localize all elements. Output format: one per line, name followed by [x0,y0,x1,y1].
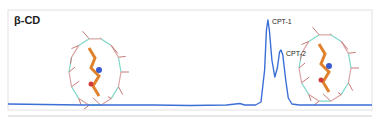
bond [299,68,302,83]
bond [309,95,311,101]
bond [341,41,348,49]
bond [72,81,80,87]
bond [72,45,79,48]
bond [331,35,341,42]
chart: β-CD CPT-1 CPT-2 [0,0,378,138]
atom [326,63,332,69]
bond [79,39,89,46]
bond [118,57,121,72]
chromatogram-line [8,20,372,106]
bond [341,41,348,53]
bond [348,53,351,68]
bond [111,87,118,99]
bond [79,99,89,106]
bond [101,99,111,106]
bond [302,77,310,83]
bond [111,45,118,57]
plot-area [8,20,372,106]
bond [351,68,359,69]
bond [89,38,101,39]
bond [83,31,90,39]
root: β-CD CPT-1 CPT-2 [0,0,378,138]
molecule-sketch [299,27,359,105]
bond [72,87,79,99]
bond [302,83,309,95]
bond [93,98,101,105]
bond [70,57,71,64]
bond [331,95,341,102]
bond [299,63,305,68]
bond [84,105,89,109]
bond [100,38,101,39]
atom [89,82,94,87]
bond [309,35,319,42]
bond [313,27,320,35]
bond [309,95,319,102]
bond [72,45,79,57]
bond [338,93,341,95]
bond [330,34,331,35]
x-axis [8,116,372,117]
bond [118,72,121,87]
bond [323,94,331,101]
bond [121,72,129,73]
bond [118,87,122,95]
molecule-sketch [69,31,129,109]
bond [101,39,111,46]
peak-label: CPT-1 [272,18,292,25]
bond [348,52,355,54]
bond [79,99,81,105]
bond [111,45,118,53]
bond [348,68,351,83]
bond [341,83,348,95]
atom [319,78,324,83]
bond [348,83,352,91]
bond [118,56,125,58]
plot-frame [8,10,372,110]
bond [319,34,331,35]
peak-label: CPT-2 [286,50,306,57]
bond [69,67,75,72]
bond [302,41,309,44]
bond [69,72,72,87]
bond [319,101,331,102]
atom [96,67,102,73]
bond [108,97,111,99]
title: β-CD [14,14,40,26]
